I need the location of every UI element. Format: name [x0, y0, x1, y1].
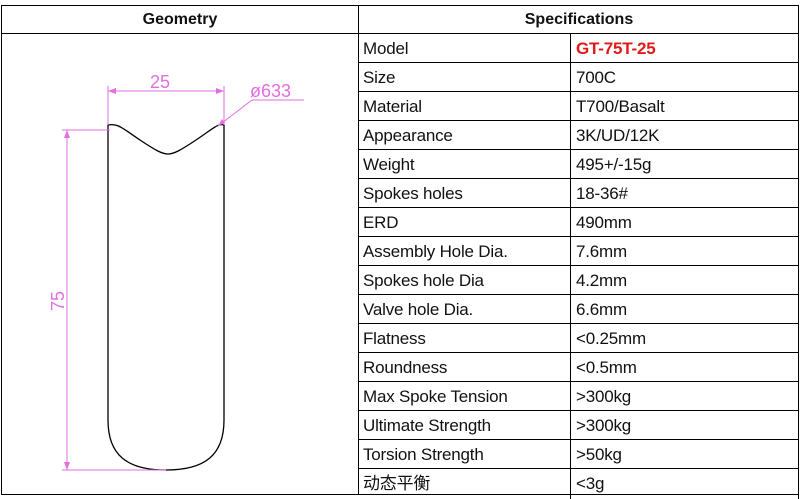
spec-value-torsion-strength: >50kg — [576, 445, 622, 464]
spec-value-material: T700/Basalt — [576, 97, 665, 116]
spec-value-valve-hole-dia: 6.6mm — [576, 300, 627, 319]
spec-label-erd: ERD — [363, 213, 399, 232]
width-dimension-label: 25 — [150, 72, 170, 92]
rim-outline — [107, 123, 225, 471]
geometry-header: Geometry — [142, 11, 218, 28]
spec-label-material: Material — [363, 97, 422, 116]
spec-value-erd: 490mm — [576, 213, 632, 232]
spec-value-spokes-holes: 18-36# — [576, 184, 628, 203]
spec-label-model: Model — [363, 39, 409, 58]
spec-label-appearance: Appearance — [363, 126, 453, 145]
spec-label-max-spoke-tension: Max Spoke Tension — [363, 387, 508, 406]
diameter-dimension-label: ø633 — [250, 81, 291, 101]
spec-value-dynamic-balance: <3g — [576, 474, 605, 493]
spec-value-weight: 495+/-15g — [576, 155, 652, 174]
spec-label-spokes-holes: Spokes holes — [363, 184, 463, 203]
spec-label-size: Size — [363, 68, 396, 87]
spec-value-assembly-hole-dia: 7.6mm — [576, 242, 627, 261]
spec-value-size: 700C — [576, 68, 616, 87]
spec-value-spokes-hole-dia: 4.2mm — [576, 271, 627, 290]
spec-value-ultimate-strength: >300kg — [576, 416, 632, 435]
spec-label-ultimate-strength: Ultimate Strength — [363, 416, 491, 435]
spec-value-roundness: <0.5mm — [576, 358, 637, 377]
spec-label-torsion-strength: Torsion Strength — [363, 445, 484, 464]
spec-label-flatness: Flatness — [363, 329, 426, 348]
spec-label-assembly-hole-dia: Assembly Hole Dia. — [363, 242, 508, 261]
rim-profile-drawing: 25 ø633 75 — [48, 72, 304, 471]
spec-label-spokes-hole-dia: Spokes hole Dia — [363, 271, 484, 290]
height-dimension-label: 75 — [48, 291, 68, 311]
spec-value-flatness: <0.25mm — [576, 329, 646, 348]
spec-label-roundness: Roundness — [363, 358, 448, 377]
spec-label-valve-hole-dia: Valve hole Dia. — [363, 300, 474, 319]
spec-label-weight: Weight — [363, 155, 415, 174]
spec-label-dynamic-balance: 动态平衡 — [363, 474, 431, 493]
spec-value-max-spoke-tension: >300kg — [576, 387, 632, 406]
spec-value-model: GT-75T-25 — [576, 39, 656, 58]
spec-value-appearance: 3K/UD/12K — [576, 126, 660, 145]
specifications-header: Specifications — [524, 11, 634, 28]
